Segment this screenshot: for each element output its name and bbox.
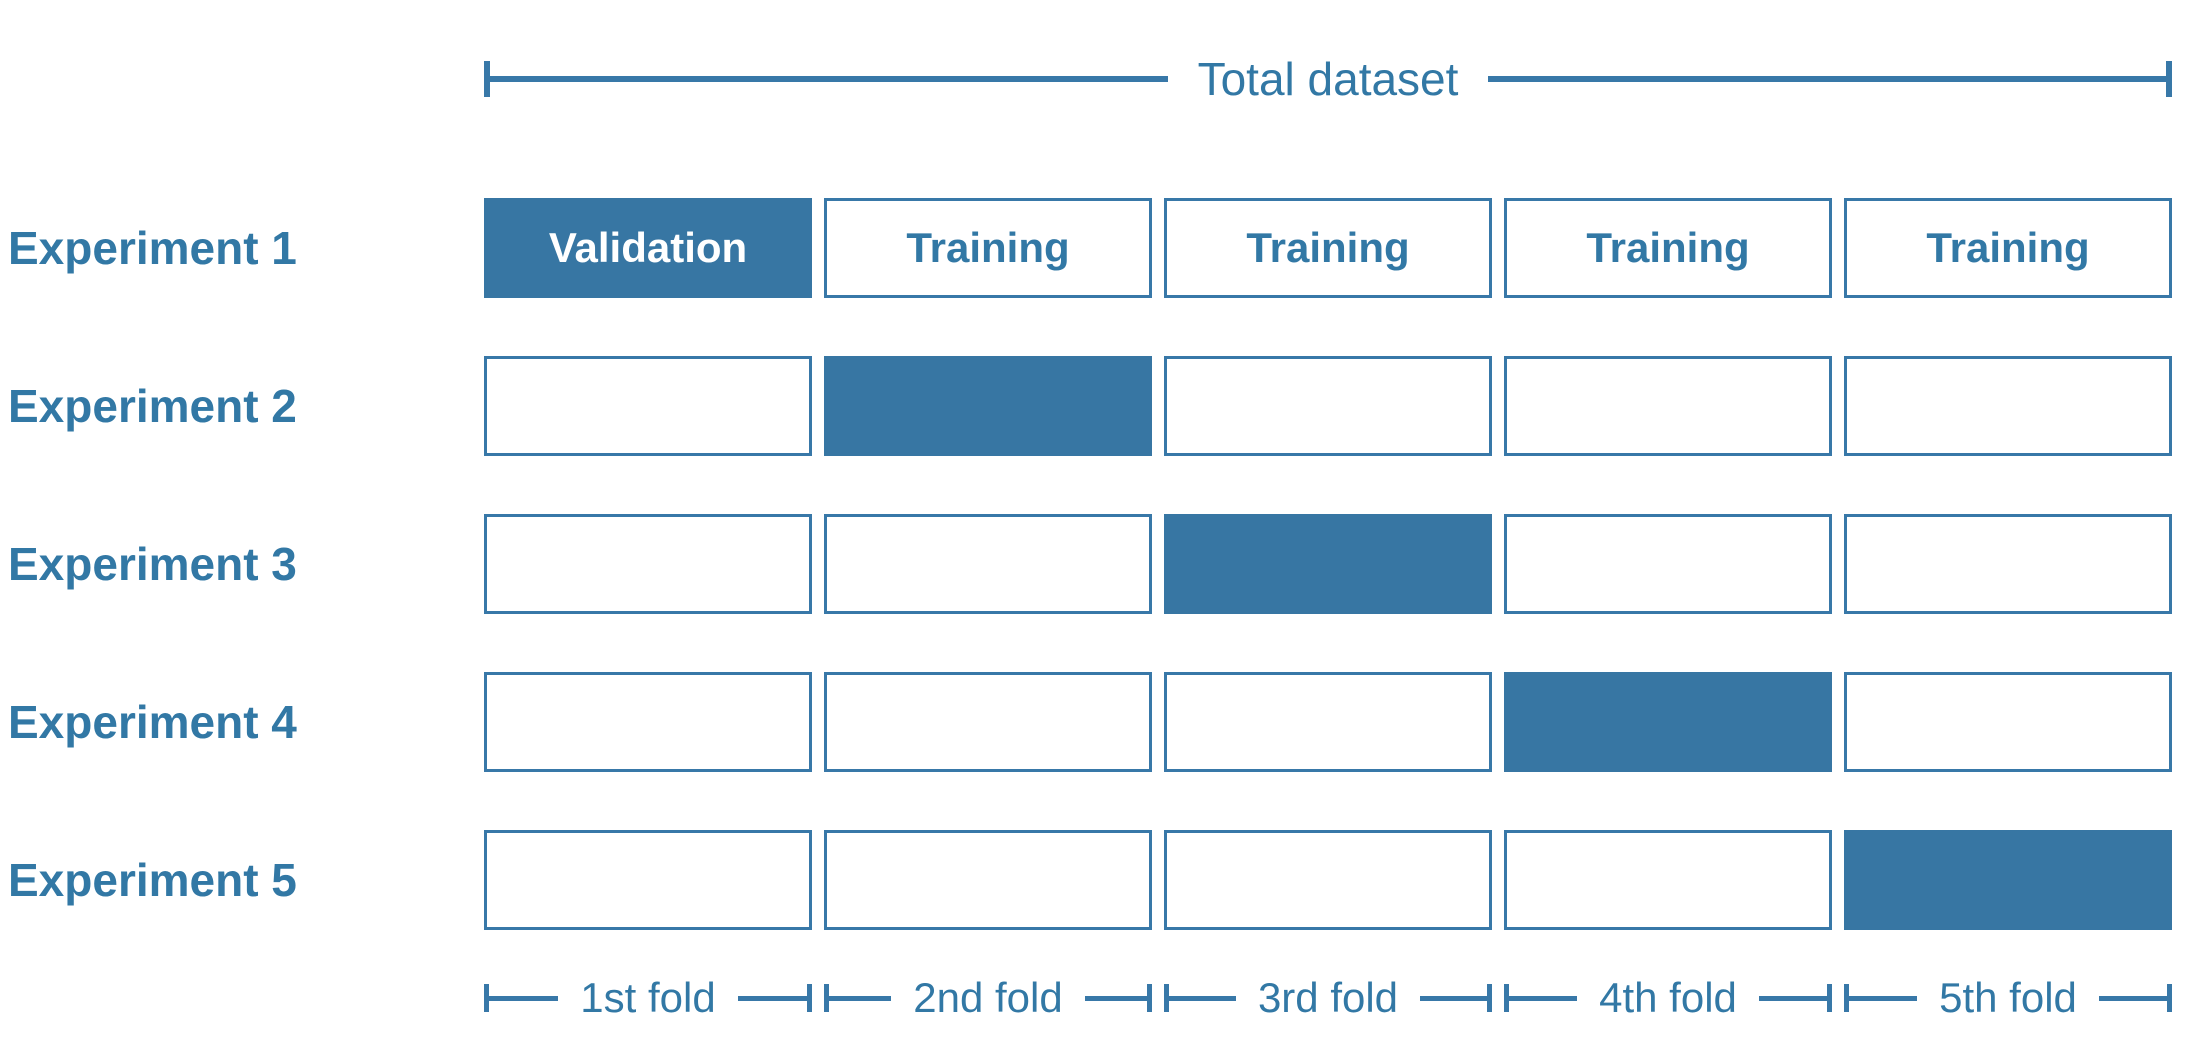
bracket-right-tick — [2166, 61, 2172, 97]
experiment-label: Experiment 1 — [8, 222, 297, 274]
fold-left-line — [1509, 995, 1578, 1001]
fold-cell — [484, 514, 812, 614]
experiment-label: Experiment 5 — [8, 854, 297, 906]
fold-left-line — [1169, 995, 1236, 1001]
fold-cell — [1164, 356, 1492, 456]
experiment-label: Experiment 4 — [8, 696, 297, 748]
fold-cell — [1844, 356, 2172, 456]
fold-right-tick — [2167, 984, 2172, 1012]
fold-right-tick — [1827, 984, 1832, 1012]
fold-cell: Validation — [484, 198, 812, 298]
fold-left-line — [489, 995, 559, 1001]
fold-cell — [1504, 672, 1832, 772]
fold-markers: 1st fold 2nd fold 3rd fold 4th fold — [484, 960, 2172, 1036]
fold-cell — [484, 356, 812, 456]
fold-right-line — [2098, 995, 2167, 1001]
fold-label: 3rd fold — [1257, 974, 1399, 1021]
fold-left-line — [829, 995, 892, 1001]
fold-right-tick — [1487, 984, 1492, 1012]
fold-marker: 1st fold — [484, 960, 813, 1036]
experiment-label: Experiment 3 — [8, 538, 297, 590]
fold-right-line — [1084, 995, 1147, 1001]
fold-cell: Training — [1844, 198, 2172, 298]
fold-cell — [1164, 514, 1492, 614]
fold-cell: Training — [1504, 198, 1832, 298]
fold-cell — [1844, 514, 2172, 614]
fold-cell — [484, 830, 812, 930]
fold-cell — [484, 672, 812, 772]
fold-label: 5th fold — [1939, 974, 2077, 1021]
experiment-label: Experiment 2 — [8, 380, 297, 432]
fold-right-line — [737, 995, 808, 1001]
fold-left-tick — [1504, 984, 1509, 1012]
total-dataset-label: Total dataset — [1197, 53, 1459, 105]
fold-marker: 4th fold — [1504, 960, 1832, 1036]
fold-cell — [824, 356, 1152, 456]
fold-cell: Training — [824, 198, 1152, 298]
fold-left-tick — [824, 984, 829, 1012]
fold-cell — [824, 830, 1152, 930]
fold-right-tick — [807, 984, 813, 1012]
fold-label: 4th fold — [1599, 974, 1737, 1021]
bracket-left-tick — [484, 61, 490, 97]
fold-cell — [1504, 830, 1832, 930]
fold-right-line — [1420, 995, 1487, 1001]
fold-cell — [1504, 356, 1832, 456]
bracket-right-line — [1488, 76, 2166, 82]
fold-cell — [824, 514, 1152, 614]
fold-left-line — [1849, 995, 1918, 1001]
fold-marker: 2nd fold — [824, 960, 1152, 1036]
fold-cell — [1844, 672, 2172, 772]
fold-cell — [1164, 830, 1492, 930]
fold-label: 2nd fold — [913, 974, 1063, 1021]
fold-left-tick — [1844, 984, 1849, 1012]
fold-cell: Training — [1164, 198, 1492, 298]
fold-cell — [824, 672, 1152, 772]
fold-left-tick — [484, 984, 489, 1012]
fold-marker: 5th fold — [1844, 960, 2172, 1036]
fold-label: 1st fold — [580, 974, 716, 1021]
bracket-left-line — [490, 76, 1168, 82]
fold-left-tick — [1164, 984, 1169, 1012]
fold-marker: 3rd fold — [1164, 960, 1492, 1036]
fold-right-tick — [1147, 984, 1152, 1012]
fold-cell — [1844, 830, 2172, 930]
experiment-grid: Experiment 1 Validation Training Trainin… — [0, 198, 2172, 930]
fold-right-line — [1758, 995, 1827, 1001]
fold-cell — [1164, 672, 1492, 772]
total-dataset-bracket: Total dataset — [484, 0, 2172, 158]
fold-cell — [1504, 514, 1832, 614]
